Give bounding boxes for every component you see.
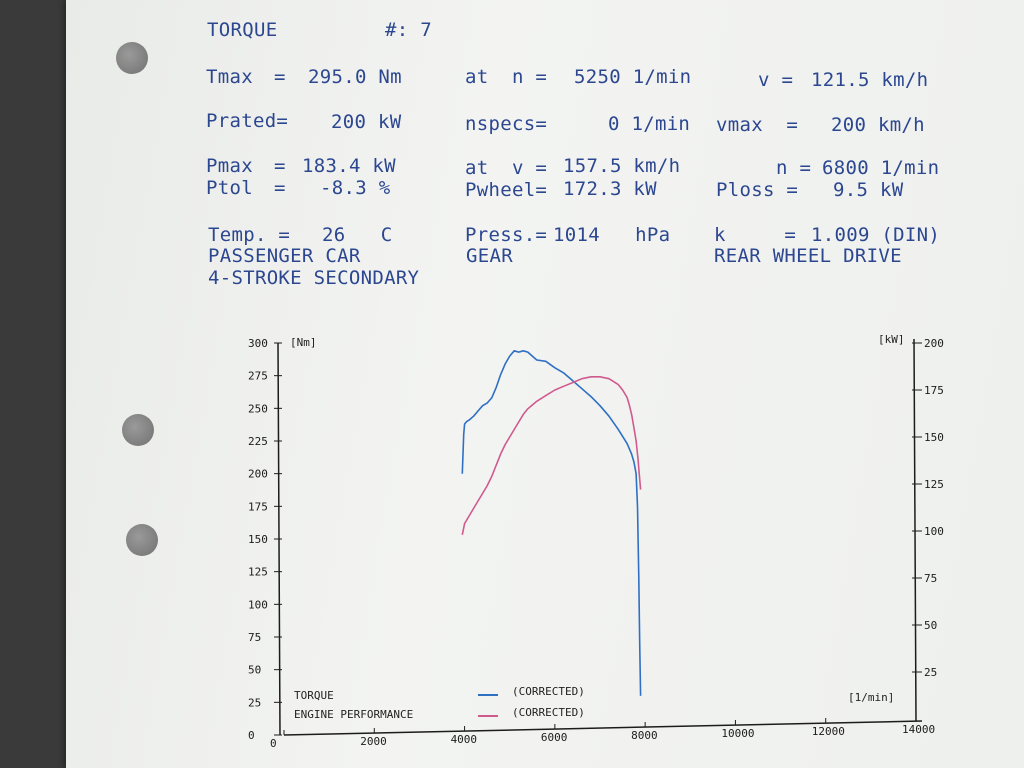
ptol-value: -8.3 % [320,177,391,199]
report-title: TORQUE [207,19,278,41]
nspecs-value: 0 1/min [608,113,691,135]
y-tick-label-right: 150 [924,431,944,444]
x-tick-label: 12000 [812,725,845,738]
x-tick-label: 4000 [451,733,478,746]
y-tick-label-left: 225 [248,435,268,448]
punch-hole-top [116,42,148,74]
legend-sublabel-performance: (CORRECTED) [512,706,585,719]
k-value: 1.009 (DIN) [811,224,941,246]
y-tick-label-left: 150 [248,533,268,546]
y-tick-label-left: 25 [248,696,261,709]
ploss-label: Ploss = [716,179,799,201]
y-tick-label-right: 50 [924,619,937,632]
y-tick-label-left: 275 [248,370,268,383]
chart-ticks: 0 2000 4000 6000 8000 10000 12000 14000 0 25 50 75 1… [248,337,944,750]
tmax-value: 295.0 Nm [308,66,402,88]
chart-axes [277,338,923,736]
y-tick-label-left: 200 [248,468,268,481]
y-tick-label-left: 100 [248,598,268,611]
pmax-n-value: 6800 1/min [822,157,940,179]
tmax-v-value: 121.5 km/h [811,69,929,91]
gear-mode: GEAR [466,245,513,267]
temp-label: Temp. = [208,224,291,246]
tmax-equals: = [274,66,286,88]
x-tick-label: 6000 [541,731,568,744]
y-tick-label-right: 100 [924,525,944,538]
x-tick-label: 8000 [631,729,658,742]
x-axis-label: [1/min] [848,691,894,704]
tmax-label: Tmax [206,66,253,88]
y-tick-label-left: 175 [248,500,268,513]
pmax-label: Pmax [206,155,253,177]
chart-lines [461,349,642,696]
x-tick-label: 14000 [902,723,935,736]
dyno-printout-sheet [66,0,1024,768]
chart-legend: TORQUE (CORRECTED) ENGINE PERFORMANCE (C… [294,685,585,721]
prated-value: 200 kW [331,111,402,133]
y-tick-label-left: 300 [248,337,268,350]
y-tick-label-right: 175 [924,384,944,397]
tmax-at-n-label: at n = [465,66,548,88]
torque-curve [461,349,642,696]
y-axis-label-left: [Nm] [290,336,317,349]
press-value: 1014 hPa [553,224,671,246]
vehicle-type: PASSENGER CAR [208,245,361,267]
legend-sublabel-torque: (CORRECTED) [512,685,585,698]
drive-type: REAR WHEEL DRIVE [714,245,902,267]
x-axis-line [283,720,923,736]
x-tick-label: 2000 [360,735,387,748]
legend-label-torque: TORQUE [294,689,334,702]
y-tick-label-left: 75 [248,631,261,644]
x-tick-label: 0 [270,737,277,750]
nspecs-label: nspecs= [465,113,548,135]
tmax-n-value: 5250 1/min [574,66,692,88]
pmax-equals: = [274,155,286,177]
x-tick-label: 10000 [721,727,754,740]
prated-label: Prated= [206,110,289,132]
pmax-v-value: 157.5 km/h [563,155,681,177]
y-axis-right-line [913,338,917,722]
pmax-n-label: n = [776,157,812,179]
power-curve [461,375,642,535]
vmax-label: vmax = [716,114,799,136]
y-tick-label-right: 125 [924,478,944,491]
pwheel-label: Pwheel= [465,179,548,201]
ptol-equals: = [274,177,286,199]
pmax-value: 183.4 kW [302,155,396,177]
y-tick-label-left: 250 [248,402,268,415]
temp-value: 26 C [322,224,393,246]
k-label: k = [714,224,797,246]
y-tick-label-left: 125 [248,566,268,579]
press-label: Press.= [465,224,548,246]
pwheel-value: 172.3 kW [563,178,657,200]
y-tick-label-right: 75 [924,572,937,585]
report-number: #: 7 [385,19,432,41]
y-tick-label-right: 200 [924,337,944,350]
y-tick-label-left: 0 [248,729,255,742]
legend-label-performance: ENGINE PERFORMANCE [294,708,413,721]
vmax-value: 200 km/h [831,114,925,136]
y-tick-label-right: 25 [924,666,937,679]
engine-type: 4-STROKE SECONDARY [208,267,420,289]
punch-hole-bottom [126,524,158,556]
pmax-at-v-label: at v = [465,157,548,179]
tmax-v-label: v = [758,69,794,91]
ploss-value: 9.5 kW [833,179,904,201]
ptol-label: Ptol [206,177,253,199]
y-axis-label-right: [kW] [878,333,905,346]
punch-hole-middle [122,414,154,446]
y-tick-label-left: 50 [248,664,261,677]
